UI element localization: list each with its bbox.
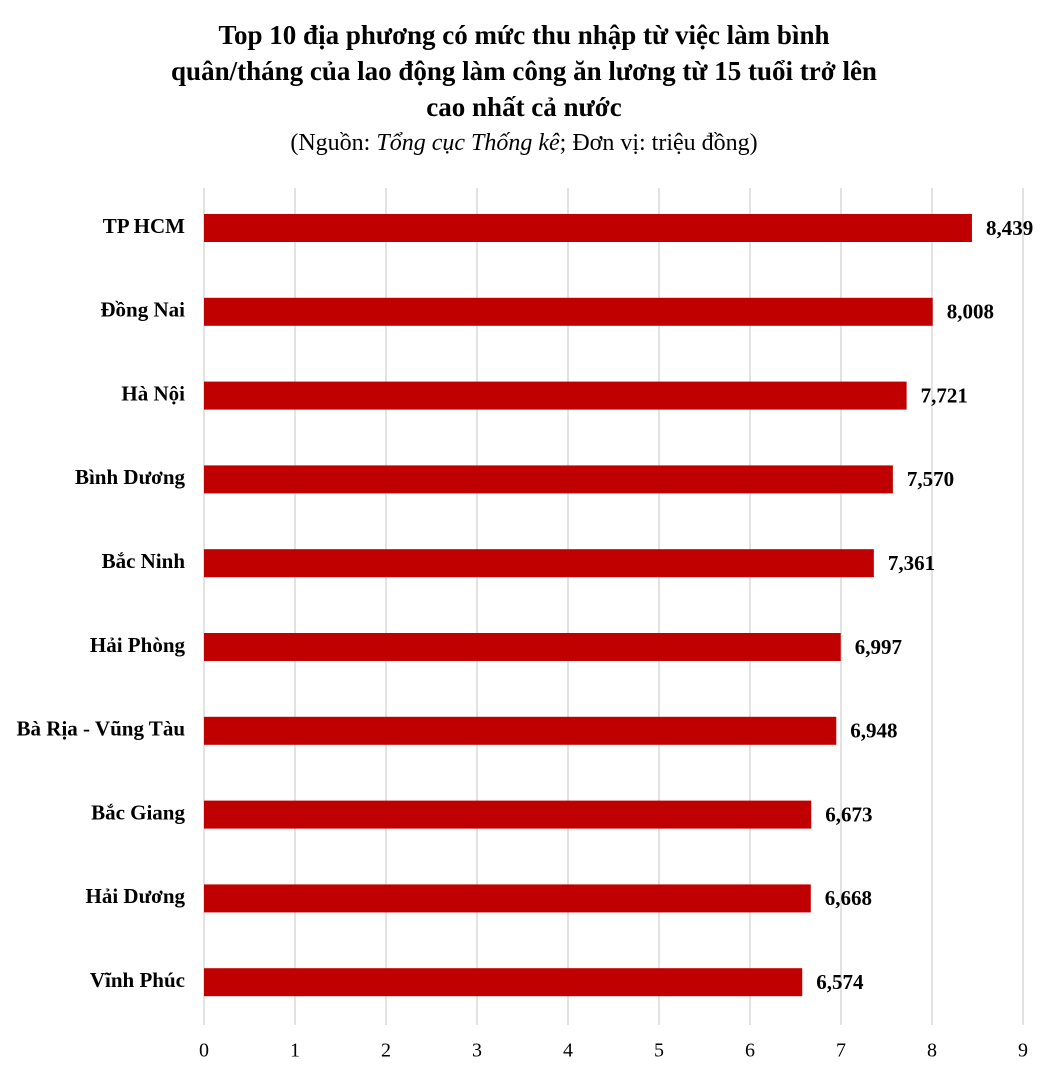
bar xyxy=(204,633,841,661)
value-label: 6,997 xyxy=(855,635,902,659)
chart-subtitle: (Nguồn: Tổng cục Thống kê; Đơn vị: triệu… xyxy=(290,130,757,156)
bar xyxy=(204,968,803,997)
bar xyxy=(204,214,972,242)
chart-title-line: Top 10 địa phương có mức thu nhập từ việ… xyxy=(219,20,830,50)
y-tick-label: Bắc Giang xyxy=(91,800,185,824)
bar xyxy=(204,800,812,829)
value-label: 7,361 xyxy=(888,551,935,575)
y-tick-label: Hà Nội xyxy=(121,381,185,405)
x-tick-label: 4 xyxy=(563,1040,573,1062)
x-tick-label: 5 xyxy=(654,1040,664,1062)
subtitle-source: Tổng cục Thống kê xyxy=(376,130,560,156)
value-label: 6,574 xyxy=(816,970,864,994)
value-label: 7,570 xyxy=(907,467,954,491)
bar xyxy=(204,716,837,745)
value-label: 7,721 xyxy=(921,383,968,407)
bar xyxy=(204,381,907,410)
x-tick-label: 9 xyxy=(1018,1040,1028,1062)
value-label: 6,673 xyxy=(825,802,872,826)
bar xyxy=(204,549,874,578)
chart-title-line: cao nhất cả nước xyxy=(426,92,621,122)
value-label: 6,668 xyxy=(825,886,872,910)
subtitle-part: (Nguồn: xyxy=(290,130,376,156)
bar xyxy=(204,465,893,494)
x-tick-label: 7 xyxy=(836,1040,846,1062)
y-tick-label: Đồng Nai xyxy=(100,298,185,322)
x-tick-label: 0 xyxy=(199,1040,209,1062)
chart-title-line: quân/tháng của lao động làm công ăn lươn… xyxy=(171,56,877,86)
x-tick-label: 1 xyxy=(290,1040,300,1062)
y-tick-label: Bình Dương xyxy=(75,465,186,489)
y-tick-label: Bắc Ninh xyxy=(102,549,186,573)
x-tick-label: 6 xyxy=(745,1040,755,1062)
y-tick-label: Hải Phòng xyxy=(90,633,186,657)
value-label: 8,008 xyxy=(947,300,994,324)
y-tick-label: Hải Dương xyxy=(86,884,186,908)
y-tick-label: Vĩnh Phúc xyxy=(90,968,185,992)
x-tick-label: 3 xyxy=(472,1040,482,1062)
value-label: 6,948 xyxy=(850,719,897,743)
subtitle-part: ; Đơn vị: triệu đồng) xyxy=(560,130,758,156)
value-label: 8,439 xyxy=(986,216,1033,240)
y-tick-label: TP HCM xyxy=(103,214,185,238)
bar xyxy=(204,297,933,326)
y-tick-label: Bà Rịa - Vũng Tàu xyxy=(17,717,186,741)
bar xyxy=(204,884,811,913)
x-tick-label: 8 xyxy=(927,1040,937,1062)
x-tick-label: 2 xyxy=(381,1040,391,1062)
